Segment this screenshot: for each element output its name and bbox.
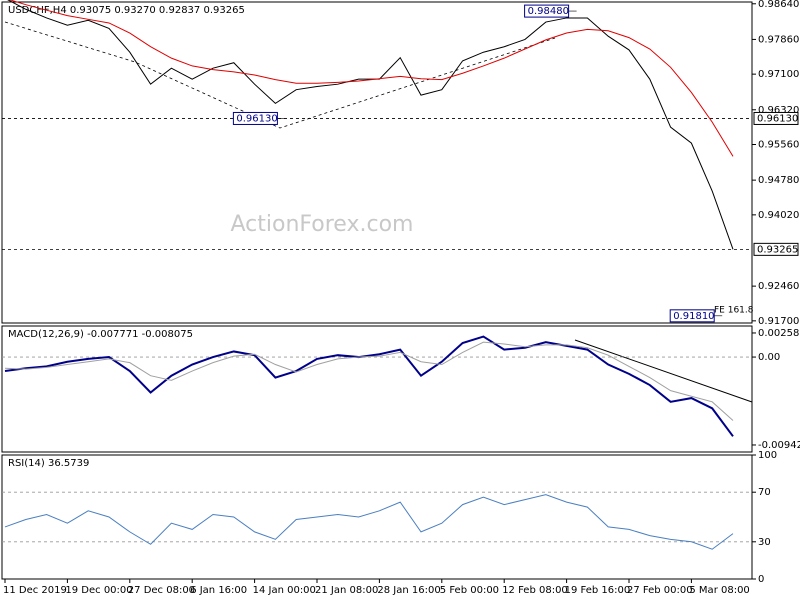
x-tick-label: 12 Feb 08:00 [502, 585, 568, 596]
y-tick-label: 0.95560 [758, 139, 799, 150]
annotation-box [524, 4, 570, 18]
annotation-box [669, 309, 715, 323]
macd-trendline [574, 339, 753, 403]
x-tick-label: 11 Dec 2019 [3, 585, 67, 596]
x-tick-label: 5 Feb 00:00 [440, 585, 499, 596]
level-box [753, 111, 799, 125]
series-line [4, 341, 734, 421]
price-title: USDCHF,H4 0.93075 0.93270 0.92837 0.9326… [8, 5, 245, 16]
series-line [4, 335, 734, 437]
y-tick-label: 30 [758, 537, 771, 548]
x-tick-label: 6 Jan 16:00 [190, 585, 247, 596]
x-tick-label: 5 Mar 08:00 [689, 585, 749, 596]
annotation-label: 0.98480 [528, 6, 569, 17]
y-tick-label: 0.00 [758, 352, 780, 363]
level-label: 0.93265 [757, 244, 798, 255]
x-tick-label: 21 Jan 08:00 [315, 585, 378, 596]
x-tick-label: 27 Dec 08:00 [128, 585, 195, 596]
annotation-label: 0.91810 [673, 311, 714, 322]
y-tick-label: 0.98640 [758, 0, 799, 10]
x-tick-label: 19 Feb 16:00 [565, 585, 631, 596]
annotation-label: 0.96130 [236, 113, 277, 124]
series-line [4, 494, 734, 550]
y-tick-label: 0.97100 [758, 69, 799, 80]
y-tick-label: 70 [758, 487, 771, 498]
x-tick-label: 28 Jan 16:00 [377, 585, 440, 596]
y-tick-label: -0.009427 [758, 440, 800, 451]
rsi-panel [1, 454, 753, 580]
watermark: ActionForex.com [231, 212, 414, 237]
level-box [753, 242, 799, 256]
macd-title: MACD(12,26,9) -0.007771 -0.008075 [8, 329, 193, 340]
rsi-title: RSI(14) 36.5739 [8, 458, 89, 469]
y-tick-label: 0.91700 [758, 316, 799, 327]
y-tick-label: 0.97860 [758, 34, 799, 45]
x-tick-label: 19 Dec 00:00 [65, 585, 132, 596]
y-tick-label: 100 [758, 450, 777, 461]
price-panel [1, 1, 753, 324]
series-line [7, 0, 734, 250]
annotation-box [232, 111, 278, 125]
zigzag [4, 21, 556, 129]
fe-note: FE 161.8 [714, 306, 754, 316]
macd-panel [1, 325, 753, 453]
y-tick-label: 0.92460 [758, 281, 799, 292]
level-label: 0.96130 [757, 113, 798, 124]
y-tick-label: 0.94020 [758, 210, 799, 221]
y-tick-label: 0.96320 [758, 105, 799, 116]
y-tick-label: 0.94780 [758, 175, 799, 186]
series-line [8, 0, 734, 157]
x-tick-label: 27 Feb 00:00 [627, 585, 693, 596]
x-tick-label: 14 Jan 00:00 [253, 585, 316, 596]
y-tick-label: 0 [758, 574, 764, 585]
y-tick-label: 0.002583 [758, 328, 800, 339]
